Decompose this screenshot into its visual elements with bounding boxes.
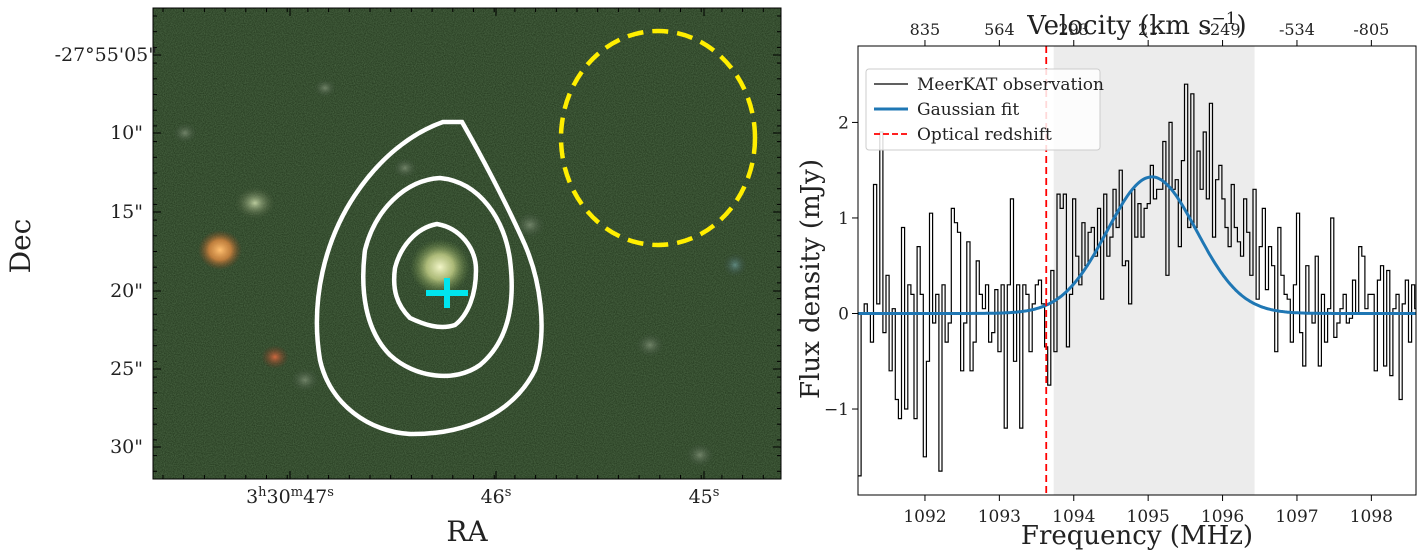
image-frame: [152, 7, 782, 480]
velocity-axis-label: Velocity (km s−1): [1026, 9, 1246, 41]
velocity-tick-label: 21: [1138, 20, 1158, 39]
image-minor-ticks: [153, 8, 781, 479]
reference-aperture: [558, 28, 758, 248]
frequency-tick-label: 1093: [978, 507, 1021, 527]
velocity-tick-label: 293: [1058, 20, 1089, 39]
frequency-tick-label: 1092: [903, 507, 946, 527]
dec-tick-label: 20": [110, 280, 143, 302]
galaxy-pale: [235, 187, 275, 219]
frequency-tick-label: 1098: [1350, 507, 1393, 527]
spectrum-axes: 1092 1093 1094 1095 1096 1097 1098 −1 0 1 2 835 564 2…: [824, 20, 1393, 527]
galaxy-faint-7: [686, 443, 714, 467]
target-galaxy: [410, 239, 470, 295]
dec-tick-label: 10": [110, 122, 143, 144]
contour-outer: [314, 119, 544, 437]
velocity-axis-label-main: Velocity (km s: [1026, 11, 1211, 41]
galaxy-red: [261, 345, 289, 369]
dec-tick-label: 15": [110, 201, 143, 223]
optical-image: [153, 8, 781, 479]
ra-tick-label: 45s: [689, 485, 720, 509]
galaxy-faint-1: [291, 368, 319, 392]
dec-tick-label: 30": [110, 436, 143, 458]
optical-image-panel: -27°55'05" 10" 15" 20" 25" 30" 3h30m47s …: [4, 7, 782, 548]
frequency-tick-label: 1097: [1275, 507, 1318, 527]
legend-label-gaussian: Gaussian fit: [917, 100, 1019, 120]
spectrum-frame: [857, 45, 1417, 496]
flux-tick-label: 1: [838, 209, 849, 229]
ra-tick-label: 3h30m47s: [246, 485, 334, 509]
legend-box: [865, 68, 1101, 151]
galaxy-blue: [723, 253, 747, 277]
galaxy-faint-4: [515, 212, 545, 238]
galaxy-orange: [198, 230, 242, 270]
flux-tick-label: −1: [824, 400, 849, 420]
flux-tick-label: 0: [838, 304, 849, 324]
image-y-ticks: -27°55'05" 10" 15" 20" 25" 30": [55, 44, 157, 458]
frequency-axis-label: Frequency (MHz): [1021, 521, 1253, 551]
legend: MeerKAT observation Gaussian fit Optical…: [865, 68, 1104, 151]
velocity-tick-label: -534: [1279, 20, 1315, 39]
contour-middle: [361, 175, 514, 379]
series-meerkat-observation: [858, 83, 1416, 477]
legend-label-meerkat: MeerKAT observation: [917, 75, 1104, 95]
galaxy-faint-5: [393, 158, 417, 178]
ra-tick-label: 46s: [481, 485, 512, 509]
velocity-tick-label: 564: [984, 20, 1015, 39]
galaxy-faint-6: [636, 333, 664, 357]
galaxy-faint-2: [173, 123, 197, 143]
velocity-axis-label-suffix: ): [1237, 11, 1247, 41]
legend-label-optical: Optical redshift: [917, 125, 1052, 145]
dec-tick-label: -27°55'05": [55, 44, 157, 66]
frequency-tick-label: 1094: [1052, 507, 1095, 527]
frequency-tick-label: 1095: [1127, 507, 1170, 527]
dec-tick-label: 25": [110, 358, 143, 380]
image-x-ticks: 3h30m47s 46s 45s: [246, 485, 719, 509]
contour-inner: [392, 221, 479, 330]
flux-axis-label: Flux density (mJy): [796, 159, 826, 399]
series-gaussian-fit: [858, 175, 1416, 315]
galaxy-faint-3: [314, 79, 336, 97]
flux-tick-label: 2: [838, 113, 849, 133]
velocity-tick-label: -249: [1205, 20, 1241, 39]
velocity-axis-label-exponent: −1: [1211, 9, 1236, 29]
velocity-tick-label: -805: [1353, 20, 1389, 39]
velocity-tick-label: 835: [910, 20, 941, 39]
ra-axis-label: RA: [446, 515, 488, 548]
frequency-tick-label: 1096: [1201, 507, 1244, 527]
dec-axis-label: Dec: [4, 219, 37, 274]
